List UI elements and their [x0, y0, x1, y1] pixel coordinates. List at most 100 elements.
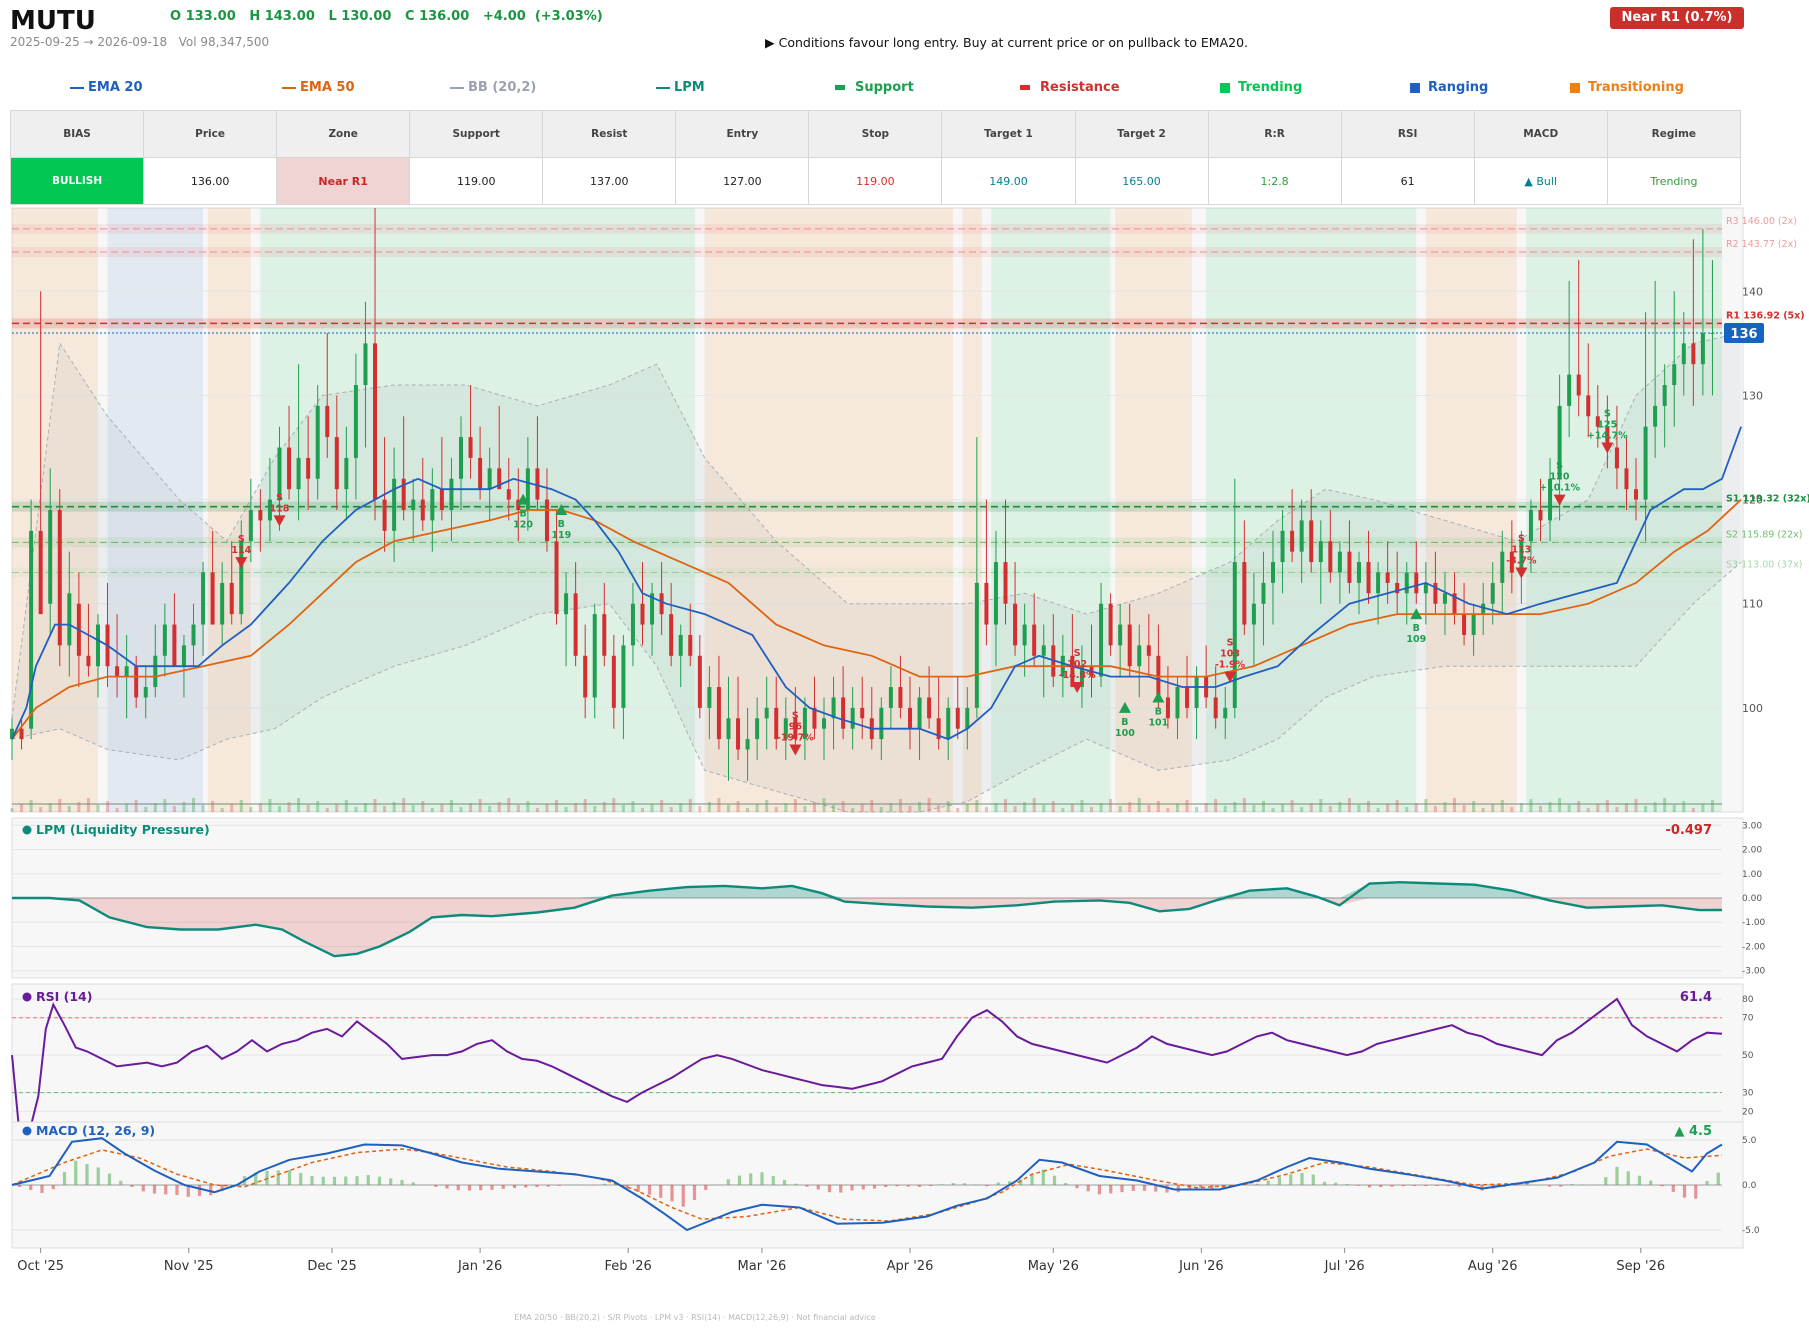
candle-body — [611, 655, 616, 708]
lpm-panel-tick-label: 2.00 — [1742, 846, 1762, 856]
macd-histogram-bar — [771, 1176, 775, 1185]
buy-marker-label: 119 — [551, 530, 571, 541]
volume-bar — [58, 799, 62, 812]
macd-histogram-bar — [884, 1185, 888, 1187]
candle-body — [1213, 697, 1218, 719]
macd-histogram-bar — [1109, 1185, 1113, 1194]
sr-zone-band — [12, 223, 1722, 234]
legend-label: LPM — [674, 80, 705, 95]
volume-bar — [1261, 801, 1265, 812]
volume-bar — [956, 808, 960, 812]
volume-bar — [698, 806, 702, 812]
volume-bar — [430, 808, 434, 812]
x-axis-month-label: Oct '25 — [17, 1259, 64, 1274]
candle-body — [927, 697, 932, 719]
candle-body — [1146, 645, 1151, 656]
sell-marker-label: 113 — [1511, 544, 1531, 555]
candle-body — [1700, 332, 1705, 365]
candle-body — [401, 478, 406, 510]
candle-body — [984, 582, 989, 625]
volume-bar — [354, 807, 358, 812]
volume-bar — [125, 804, 129, 812]
buy-marker — [1410, 608, 1423, 620]
macd-histogram-bar — [51, 1185, 55, 1190]
sell-marker — [273, 515, 286, 527]
macd-histogram-bar — [1131, 1185, 1135, 1191]
volume-bar — [1367, 801, 1371, 812]
candle-body — [764, 707, 769, 719]
volume-bar — [1242, 798, 1246, 812]
sell-marker-label: 125 — [1597, 420, 1617, 431]
volume-bar — [1433, 806, 1437, 812]
macd-histogram-bar — [1277, 1177, 1282, 1185]
candle-body — [974, 582, 979, 708]
buy-marker — [517, 493, 530, 505]
rsi-panel-tick-label: 30 — [1742, 1089, 1754, 1099]
macd-histogram-bar — [524, 1185, 528, 1188]
volume-bar — [555, 800, 559, 812]
volume-bar — [363, 803, 367, 812]
macd-histogram-bar — [1356, 1185, 1360, 1186]
volume-bar — [1338, 802, 1342, 812]
volume-bar — [469, 803, 473, 812]
summary-value-resist: 137.00 — [542, 157, 677, 205]
candle-body — [1165, 697, 1170, 719]
lpm-negative-area — [12, 898, 1722, 957]
sell-marker-label: -3.7% — [1506, 555, 1537, 566]
volume-total: Vol 98,347,500 — [178, 35, 270, 49]
volume-bar — [1424, 799, 1428, 812]
volume-bar — [898, 799, 902, 812]
candle-body — [1624, 468, 1629, 490]
volume-bar — [545, 804, 549, 812]
sell-marker-label: +14.7% — [1587, 431, 1628, 442]
candle-body — [602, 614, 607, 656]
x-axis-month-label: Apr '26 — [887, 1259, 934, 1274]
volume-bar — [1386, 804, 1390, 812]
volume-bar — [478, 799, 482, 812]
candle-body — [124, 666, 129, 677]
macd-histogram-bar — [1064, 1182, 1068, 1185]
macd-histogram-bar — [1514, 1185, 1518, 1186]
sr-zone-band — [12, 537, 1722, 548]
volume-bar — [650, 804, 654, 812]
candle-body — [86, 655, 91, 667]
support-level-label: S1 119.32 (32x) — [1726, 494, 1809, 505]
buy-marker-label: B — [558, 519, 565, 530]
x-axis-month-label: Nov '25 — [164, 1259, 214, 1274]
macd-histogram-bar — [130, 1185, 134, 1187]
macd-histogram-bar — [287, 1169, 292, 1185]
buy-marker-label: 109 — [1406, 634, 1426, 645]
macd-histogram-bar — [1334, 1182, 1338, 1185]
macd-histogram-bar — [782, 1179, 787, 1185]
volume-bar — [946, 801, 950, 812]
candle-body — [516, 499, 521, 510]
candle-body — [411, 499, 416, 510]
candle-body — [525, 468, 530, 510]
candle-body — [688, 634, 693, 656]
candle-body — [439, 489, 444, 510]
summary-header-row: BIAS Price Zone Support Resist Entry Stop Targe… — [9, 110, 1742, 158]
volume-bar — [1653, 802, 1657, 812]
macd-histogram-bar — [535, 1185, 539, 1188]
legend-swatch — [1020, 85, 1030, 90]
volume-bar — [1175, 804, 1179, 812]
candle-body — [1681, 343, 1686, 365]
candle-body — [1528, 510, 1533, 542]
candle-body — [535, 468, 540, 500]
volume-bar — [1634, 799, 1638, 812]
candle-body — [793, 718, 798, 740]
lpm-panel-tick-label: -1.00 — [1742, 918, 1766, 928]
candle-body — [162, 624, 167, 656]
ema50-line — [11, 498, 1742, 740]
sell-marker-label: S — [1556, 461, 1563, 472]
candle-body — [287, 447, 292, 490]
macd-histogram-bar — [186, 1185, 190, 1197]
signal-message: ▶ Conditions favour long entry. Buy at c… — [765, 35, 1249, 50]
candle-body — [1079, 666, 1084, 688]
price-tick-label: 130 — [1742, 389, 1763, 402]
candle-body — [822, 718, 827, 729]
macd-histogram-bar — [1682, 1185, 1687, 1198]
volume-bar — [574, 803, 578, 812]
sr-zone-band — [12, 247, 1722, 258]
